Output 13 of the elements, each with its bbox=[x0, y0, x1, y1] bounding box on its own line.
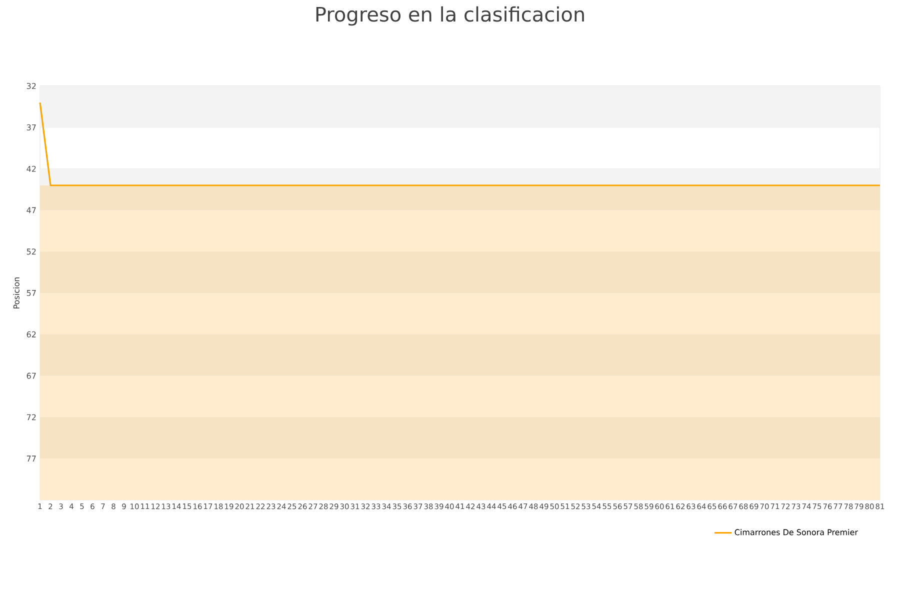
y-axis-title: Posicion bbox=[13, 277, 20, 308]
chart-title: Progreso en la clasificacion bbox=[316, 6, 584, 26]
y-tick-label: 67 bbox=[26, 372, 36, 379]
y-tick-label: 77 bbox=[26, 456, 36, 462]
y-tick-label: 72 bbox=[26, 414, 36, 420]
y-tick-label: 47 bbox=[26, 207, 36, 214]
y-tick-label: 32 bbox=[26, 82, 36, 90]
y-tick-label: 42 bbox=[26, 166, 36, 172]
y-tick-label: 52 bbox=[26, 248, 36, 255]
y-tick-label: 57 bbox=[26, 290, 36, 296]
y-tick-label: 37 bbox=[26, 124, 36, 130]
y-tick-label: 62 bbox=[26, 331, 36, 338]
legend-label: Cimarrones De Sonora Premier bbox=[734, 529, 858, 536]
